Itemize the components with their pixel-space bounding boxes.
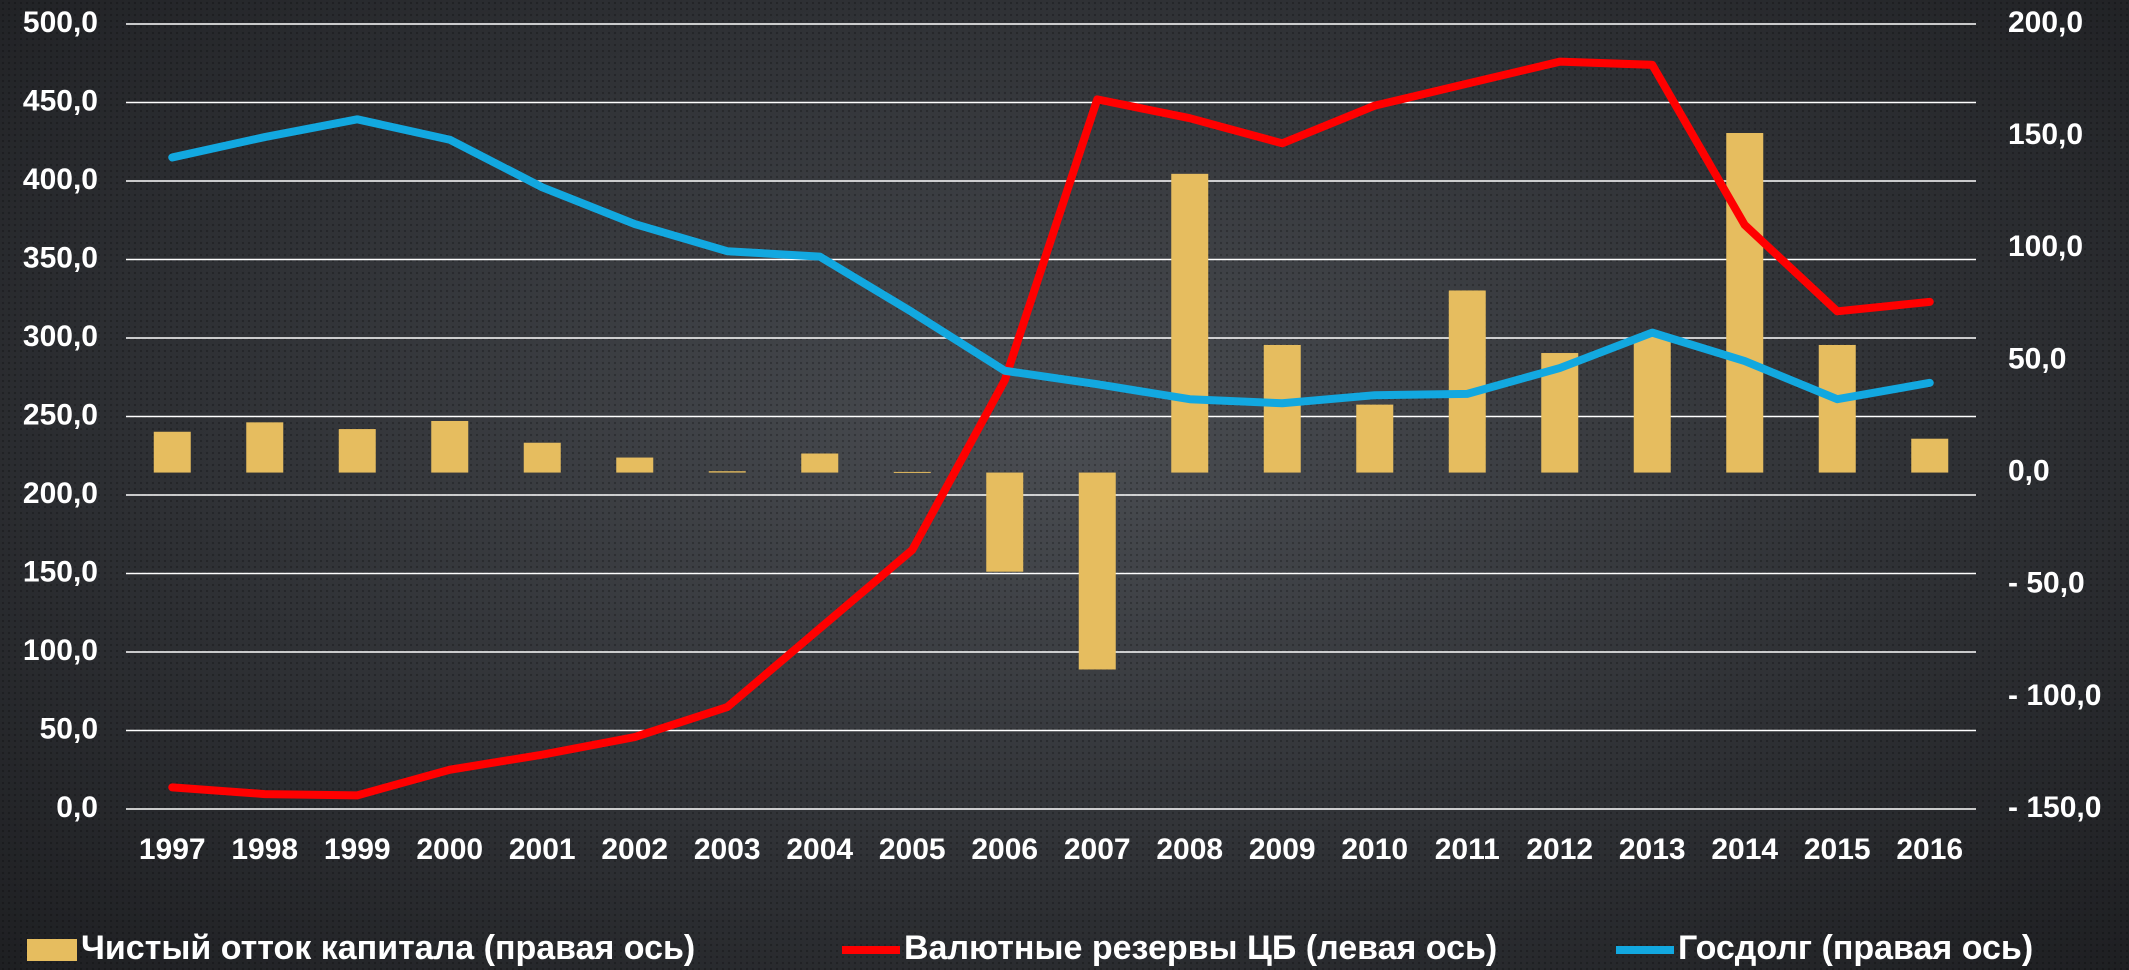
- legend-label: Чистый отток капитала (правая ось): [81, 929, 695, 967]
- y-tick-label: 0,0: [56, 791, 98, 824]
- bar: [1171, 173, 1209, 473]
- y-tick-label: 50,0: [40, 712, 98, 745]
- bar: [801, 453, 839, 473]
- legend-swatch: [27, 939, 77, 961]
- bar: [1448, 290, 1486, 473]
- y-tick-label: 500,0: [23, 6, 98, 39]
- x-tick-label: 2016: [1896, 833, 1963, 866]
- x-tick-label: 2006: [971, 833, 1038, 866]
- x-tick-label: 2012: [1526, 833, 1593, 866]
- x-tick-label: 1998: [231, 833, 298, 866]
- y-tick-label: 200,0: [23, 477, 98, 510]
- y-tick-label: 350,0: [23, 241, 98, 274]
- y-tick-label: 250,0: [23, 398, 98, 431]
- bar: [893, 471, 931, 473]
- y2-tick-label: 50,0: [2008, 342, 2066, 375]
- y-tick-label: 300,0: [23, 320, 98, 353]
- y2-tick-label: 0,0: [2008, 454, 2050, 487]
- x-tick-label: 2003: [694, 833, 761, 866]
- bar: [1263, 344, 1301, 473]
- bar: [1818, 344, 1856, 473]
- line: [168, 115, 1934, 408]
- y-tick-label: 450,0: [23, 84, 98, 117]
- x-tick-label: 2008: [1156, 833, 1223, 866]
- x-tick-label: 2011: [1435, 833, 1500, 866]
- bar: [616, 457, 654, 473]
- line: [168, 57, 1934, 800]
- x-tick-label: 2009: [1249, 833, 1316, 866]
- x-tick-label: 2015: [1804, 833, 1871, 866]
- x-tick-label: 2001: [509, 833, 576, 866]
- bar: [246, 422, 284, 473]
- y2-tick-label: 100,0: [2008, 230, 2083, 263]
- x-tick-label: 2000: [416, 833, 483, 866]
- x-tick-label: 2002: [601, 833, 668, 866]
- y2-tick-label: - 150,0: [2008, 791, 2101, 824]
- x-tick-label: 1999: [324, 833, 391, 866]
- x-tick-label: 2004: [786, 833, 853, 866]
- legend-label: Валютные резервы ЦБ (левая ось): [904, 929, 1497, 967]
- bar: [338, 429, 376, 473]
- bar: [431, 420, 469, 473]
- y-tick-label: 150,0: [23, 555, 98, 588]
- bar: [1356, 404, 1394, 473]
- bar: [523, 442, 561, 473]
- x-tick-label: 2005: [879, 833, 946, 866]
- y2-tick-label: 150,0: [2008, 118, 2083, 151]
- bar: [1633, 336, 1671, 473]
- y2-tick-label: - 50,0: [2008, 567, 2085, 600]
- bar: [708, 471, 746, 473]
- y-tick-label: 100,0: [23, 634, 98, 667]
- bar: [153, 431, 191, 473]
- bar: [986, 472, 1024, 572]
- bar: [1911, 438, 1949, 473]
- y2-tick-label: - 100,0: [2008, 679, 2101, 712]
- x-tick-label: 1997: [139, 833, 206, 866]
- x-tick-label: 2010: [1341, 833, 1408, 866]
- x-tick-label: 2013: [1619, 833, 1686, 866]
- bar: [1078, 472, 1116, 670]
- x-tick-label: 2007: [1064, 833, 1131, 866]
- x-tick-label: 2014: [1711, 833, 1778, 866]
- y-tick-label: 400,0: [23, 163, 98, 196]
- legend-label: Госдолг (правая ось): [1678, 929, 2033, 967]
- bar: [1726, 133, 1764, 473]
- y2-tick-label: 200,0: [2008, 6, 2083, 39]
